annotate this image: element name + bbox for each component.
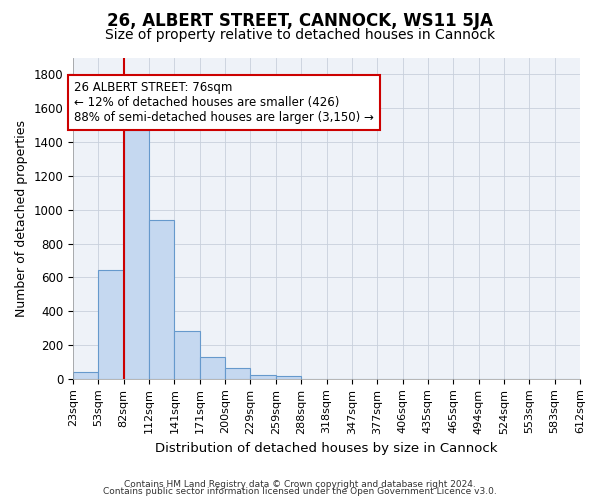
Bar	[175, 330, 200, 379]
Text: 26 ALBERT STREET: 76sqm
← 12% of detached houses are smaller (426)
88% of semi-d: 26 ALBERT STREET: 76sqm ← 12% of detache…	[74, 81, 374, 124]
Bar	[73, 372, 98, 379]
Bar	[225, 368, 250, 379]
Text: Contains HM Land Registry data © Crown copyright and database right 2024.: Contains HM Land Registry data © Crown c…	[124, 480, 476, 489]
Bar	[250, 374, 276, 379]
Bar	[200, 357, 225, 379]
Text: 26, ALBERT STREET, CANNOCK, WS11 5JA: 26, ALBERT STREET, CANNOCK, WS11 5JA	[107, 12, 493, 30]
Text: Size of property relative to detached houses in Cannock: Size of property relative to detached ho…	[105, 28, 495, 42]
Bar	[98, 270, 124, 379]
Bar	[276, 376, 301, 379]
Bar	[149, 220, 175, 379]
X-axis label: Distribution of detached houses by size in Cannock: Distribution of detached houses by size …	[155, 442, 498, 455]
Y-axis label: Number of detached properties: Number of detached properties	[15, 120, 28, 316]
Bar	[124, 130, 149, 379]
Text: Contains public sector information licensed under the Open Government Licence v3: Contains public sector information licen…	[103, 488, 497, 496]
